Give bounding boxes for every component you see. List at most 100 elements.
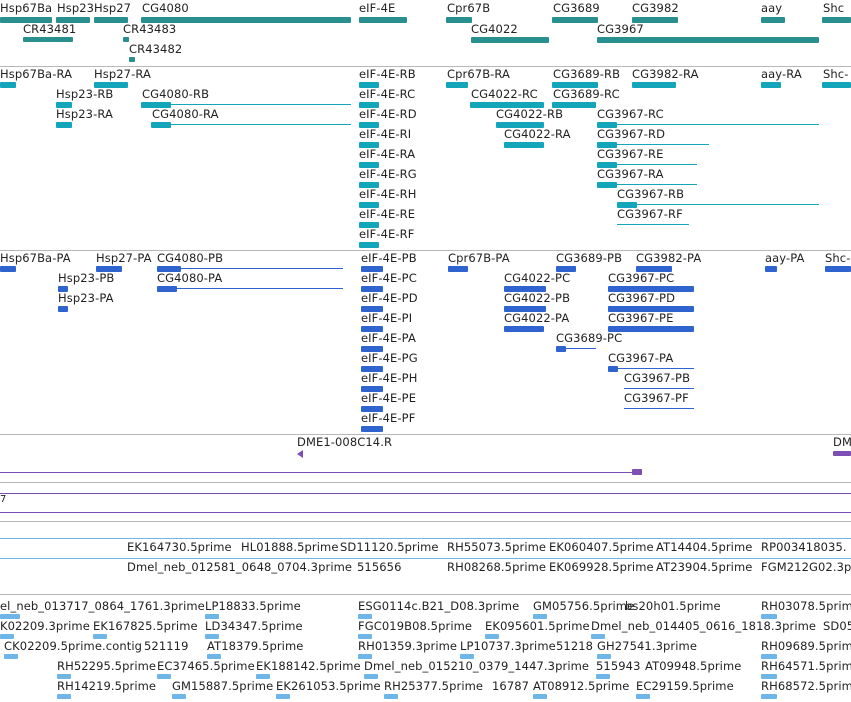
est-feature[interactable] (358, 614, 372, 619)
protein-label[interactable]: Hsp27-PA (96, 251, 152, 265)
est-label[interactable]: LD34347.5prime (205, 619, 303, 633)
gene-feature[interactable] (471, 37, 549, 43)
protein-feature[interactable] (556, 266, 576, 272)
est-feature[interactable] (276, 694, 290, 699)
est-label[interactable]: 515656 (357, 560, 402, 574)
protein-label[interactable]: CG4022-PA (504, 311, 570, 325)
est-label[interactable]: Dmel_neb_012581_0648_0704.3prime (127, 560, 353, 574)
est-label[interactable]: el_neb_013717_0864_1761.3prime (0, 599, 205, 613)
gene-feature[interactable] (123, 37, 129, 42)
protein-label[interactable]: CG3967-PB (624, 371, 691, 385)
protein-label[interactable]: eIF-4E-PH (361, 371, 418, 385)
protein-feature[interactable] (504, 326, 544, 332)
est-label[interactable]: AT18379.5prime (207, 639, 304, 653)
gene-feature[interactable] (822, 17, 851, 23)
protein-label[interactable]: CG3967-PE (608, 311, 674, 325)
est-label[interactable]: EK261053.5prime (276, 679, 381, 693)
transcript-feature[interactable] (359, 222, 379, 228)
est-feature[interactable] (358, 654, 372, 659)
protein-feature[interactable] (765, 266, 777, 272)
transcript-label[interactable]: CG4080-RB (142, 87, 210, 101)
transcript-label[interactable]: CG3689-RB (553, 67, 621, 81)
est-label[interactable]: LP18833.5prime (205, 599, 301, 613)
est-feature[interactable] (358, 634, 372, 639)
protein-feature[interactable] (608, 286, 694, 292)
transcript-label[interactable]: eIF-4E-RC (359, 87, 416, 101)
transcript-feature[interactable] (359, 82, 379, 88)
est-feature[interactable] (57, 674, 71, 679)
gene-label[interactable]: CG3967 (597, 22, 644, 36)
est-label[interactable]: bs20h01.5prime (625, 599, 721, 613)
protein-feature[interactable] (96, 266, 122, 272)
protein-label[interactable]: CG3967-PF (624, 391, 689, 405)
gene-feature[interactable] (359, 17, 407, 23)
protein-feature[interactable] (361, 366, 383, 372)
gene-label[interactable]: CR43482 (129, 42, 183, 56)
est-feature[interactable] (0, 614, 20, 619)
protein-label[interactable]: Cpr67B-PA (448, 251, 510, 265)
protein-feature[interactable] (556, 346, 566, 352)
protein-feature[interactable] (0, 266, 16, 272)
est-label[interactable]: RP003418035. (761, 540, 847, 554)
transcript-label[interactable]: CG4022-RA (504, 127, 571, 141)
transcript-label[interactable]: eIF-4E-RD (359, 107, 417, 121)
protein-feature[interactable] (157, 286, 177, 292)
transcript-label[interactable]: eIF-4E-RA (359, 147, 416, 161)
transcript-label[interactable]: CG3967-RC (597, 107, 664, 121)
protein-feature[interactable] (608, 366, 618, 372)
gene-label[interactable]: CG3689 (553, 1, 600, 15)
est-feature[interactable] (636, 694, 650, 699)
est-feature[interactable] (256, 674, 270, 679)
protein-feature[interactable] (608, 306, 694, 312)
est-label[interactable]: RH09689.5prime (761, 639, 851, 653)
protein-label[interactable]: CG3967-PC (608, 271, 675, 285)
est-label[interactable]: HL01888.5prime (241, 540, 339, 554)
transcript-feature[interactable] (359, 122, 379, 128)
protein-label[interactable]: eIF-4E-PG (361, 351, 418, 365)
gene-feature[interactable] (23, 37, 73, 42)
est-label[interactable]: FGM212G02.3p (761, 560, 851, 574)
est-label[interactable]: GM05756.5prime (533, 599, 635, 613)
transcript-feature[interactable] (597, 142, 617, 148)
est-feature[interactable] (761, 614, 777, 619)
transcript-feature[interactable] (359, 162, 379, 168)
transcript-feature[interactable] (504, 142, 544, 148)
protein-label[interactable]: CG3689-PB (556, 251, 623, 265)
protein-feature[interactable] (361, 286, 383, 292)
transcript-label[interactable]: eIF-4E-RE (359, 207, 416, 221)
gene-label[interactable]: Hsp27 (94, 1, 132, 15)
est-label[interactable]: SD11120.5prime (340, 540, 439, 554)
transcript-label[interactable]: eIF-4E-RF (359, 227, 415, 241)
est-label[interactable]: RH55073.5prime (447, 540, 547, 554)
transcript-label[interactable]: CG3982-RA (632, 67, 699, 81)
est-feature[interactable] (596, 674, 610, 679)
protein-label[interactable]: CG4022-PC (504, 271, 571, 285)
transcript-label[interactable]: CG3967-RB (617, 187, 685, 201)
transcript-feature[interactable] (552, 82, 598, 88)
transcript-label[interactable]: CG3689-RC (553, 87, 620, 101)
protein-feature[interactable] (361, 386, 383, 392)
est-feature[interactable] (761, 674, 777, 679)
clone-line[interactable] (0, 472, 636, 473)
est-label[interactable]: EC37465.5prime (157, 659, 255, 673)
transcript-label[interactable]: Hsp23-RA (56, 107, 113, 121)
est-label[interactable]: RH08268.5prime (447, 560, 547, 574)
clone-feature[interactable] (632, 469, 642, 475)
est-label[interactable]: GH27541.3prime (597, 639, 698, 653)
protein-label[interactable]: Hsp23-PB (58, 271, 115, 285)
gene-label[interactable]: CR43481 (23, 22, 77, 36)
protein-feature[interactable] (636, 266, 672, 272)
protein-label[interactable]: eIF-4E-PD (361, 291, 418, 305)
est-label[interactable]: AT08912.5prime (533, 679, 630, 693)
transcript-label[interactable]: CG3967-RE (597, 147, 664, 161)
est-label[interactable]: CK02209.5prime.contig (4, 639, 143, 653)
gene-label[interactable]: Shc (823, 1, 845, 15)
gene-feature[interactable] (94, 17, 128, 23)
protein-feature[interactable] (608, 326, 694, 332)
transcript-label[interactable]: CG4080-RA (152, 107, 219, 121)
gene-label[interactable]: CG4022 (471, 22, 518, 36)
est-feature[interactable] (533, 614, 547, 619)
gene-label[interactable]: Cpr67B (447, 1, 491, 15)
protein-label[interactable]: eIF-4E-PE (361, 391, 417, 405)
gene-label[interactable]: CR43483 (123, 22, 177, 36)
